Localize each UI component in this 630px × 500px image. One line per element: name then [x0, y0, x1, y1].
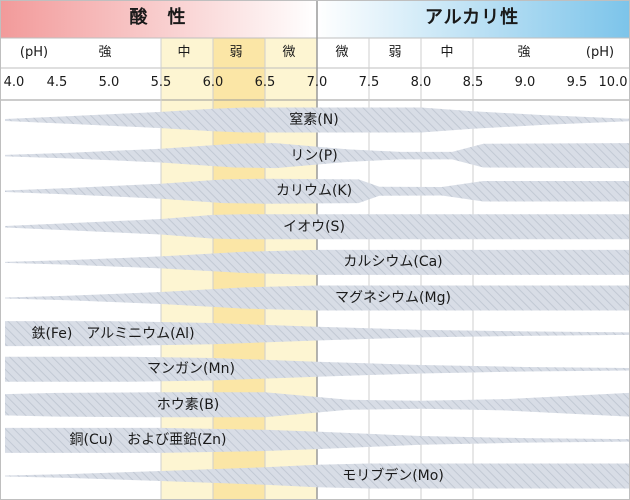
alkaline-strength-slight: 微 [335, 45, 349, 60]
nutrient-label: リン(P) [290, 147, 338, 164]
ph-tick-label: 5.5 [150, 75, 172, 90]
availability-band [5, 321, 629, 347]
nutrient-label: マグネシウム(Mg) [335, 290, 451, 306]
nutrient-label: ホウ素(B) [156, 396, 220, 413]
alkaline-strength-weak: 弱 [388, 45, 402, 60]
acid-strength-medium: 中 [177, 45, 191, 60]
availability-band [5, 249, 629, 275]
ph-tick-label: 10.0 [598, 75, 628, 90]
ph-tick-label: 6.5 [254, 75, 276, 90]
availability-band [5, 392, 629, 418]
ph-tick-label: 6.0 [202, 75, 224, 90]
ph-tick-label: 7.5 [358, 75, 380, 90]
nutrient-label: モリブデン(Mo) [342, 468, 444, 484]
availability-band [5, 143, 629, 169]
acid-strength-strong: 強 [98, 45, 112, 60]
ph-tick-label: 4.0 [3, 75, 25, 90]
nutrient-label: 銅(Cu) および亜鉛(Zn) [69, 432, 227, 449]
ph-unit-right: (pH) [585, 45, 615, 60]
nutrient-label: カルシウム(Ca) [343, 254, 443, 271]
acid-header-bar [0, 0, 317, 38]
ph-tick-label: 7.0 [306, 75, 328, 90]
acid-strength-slight: 微 [282, 45, 296, 60]
nutrient-label: 窒素(N) [289, 112, 339, 128]
ph-tick-label: 8.5 [462, 75, 484, 90]
availability-band [5, 107, 629, 133]
ph-tick-label: 5.0 [98, 75, 120, 90]
availability-band [5, 463, 629, 489]
ph-unit-left: (pH) [19, 45, 49, 60]
alkaline-header-bar [317, 0, 630, 38]
availability-band [5, 285, 629, 311]
availability-band [5, 178, 629, 204]
nutrient-label: マンガン(Mn) [147, 361, 235, 378]
availability-band [5, 427, 629, 453]
nutrient-label: 鉄(Fe) アルミニウム(Al) [31, 325, 195, 342]
availability-band [5, 214, 629, 240]
availability-band [5, 356, 629, 382]
acid-zone-title: 酸 性 [129, 7, 187, 28]
alkaline-strength-medium: 中 [440, 45, 454, 60]
nutrient-label: イオウ(S) [283, 218, 345, 235]
alkaline-zone-title: アルカリ性 [424, 7, 520, 28]
ph-tick-label: 8.0 [410, 75, 432, 90]
ph-tick-label: 9.5 [566, 75, 588, 90]
acid-strength-weak: 弱 [229, 45, 243, 60]
nutrient-label: カリウム(K) [275, 183, 353, 200]
ph-tick-label: 4.5 [46, 75, 68, 90]
ph-tick-label: 9.0 [514, 75, 536, 90]
alkaline-strength-strong: 強 [517, 45, 531, 60]
